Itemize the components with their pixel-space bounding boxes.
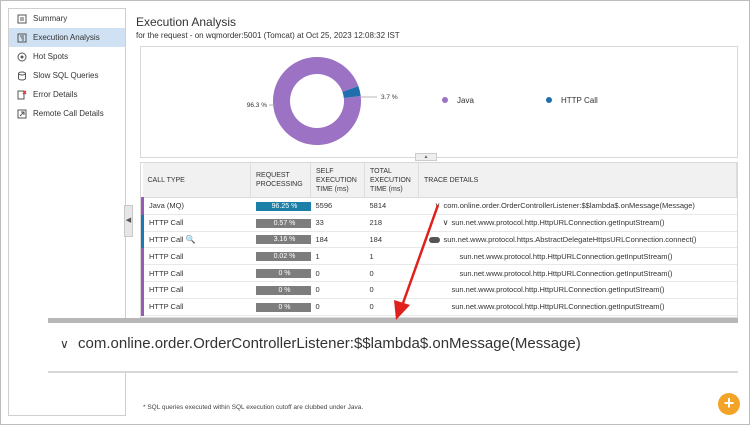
cell-call-type: HTTP Call bbox=[141, 281, 251, 299]
percent-bar: 0 % bbox=[255, 269, 311, 279]
sidebar-item-label: Error Details bbox=[33, 90, 78, 99]
cell-self-time: 0 bbox=[310, 298, 365, 316]
sidebar-item-label: Remote Call Details bbox=[33, 109, 104, 118]
cell-self-time: 184 bbox=[310, 231, 365, 249]
collapse-sidebar-button[interactable]: ◀ bbox=[124, 205, 133, 237]
zoom-trace-text: com.online.order.OrderControllerListener… bbox=[78, 335, 581, 352]
main-content: Execution Analysis for the request - on … bbox=[136, 8, 740, 414]
pie-slice-http-call[interactable] bbox=[342, 86, 361, 98]
legend-marker bbox=[546, 97, 552, 103]
page-subtitle: for the request - on wqmorder:5001 (Tomc… bbox=[136, 31, 400, 40]
table-row[interactable]: HTTP Call 🔍 3.16 % 184 184 sun.net.www.proto… bbox=[141, 231, 737, 249]
cell-trace: sun.net.www.protocol.http.HttpURLConnect… bbox=[418, 281, 737, 299]
legend-item[interactable]: Java bbox=[457, 96, 474, 105]
cell-request-processing: 3.16 % bbox=[250, 231, 311, 249]
header-trace-details: TRACE DETAILS bbox=[418, 163, 737, 198]
legend-item[interactable]: HTTP Call bbox=[561, 96, 598, 105]
cell-call-type: HTTP Call bbox=[141, 247, 251, 266]
call-table: CALL TYPE REQUEST PROCESSING SELF EXECUT… bbox=[140, 162, 738, 318]
sidebar-item-slow-sql-queries[interactable]: Slow SQL Queries bbox=[9, 66, 125, 85]
table-row[interactable]: HTTP Call 0 % 0 0 sun.net.www.protocol.http.… bbox=[141, 298, 737, 316]
pie-chart: 96.3 % 3.7 % Java HTTP Call bbox=[247, 56, 598, 145]
zoom-callout: ∨ com.online.order.OrderControllerListen… bbox=[48, 318, 738, 373]
hot-spots-icon bbox=[17, 52, 27, 62]
cell-self-time: 0 bbox=[310, 281, 365, 299]
cell-request-processing: 96.25 % bbox=[250, 197, 311, 215]
cell-trace: sun.net.www.protocol.https.AbstractDeleg… bbox=[418, 231, 737, 249]
cell-trace: sun.net.www.protocol.http.HttpURLConnect… bbox=[418, 298, 737, 316]
sidebar-item-label: Execution Analysis bbox=[33, 33, 100, 42]
header-call-type[interactable]: CALL TYPE bbox=[142, 163, 251, 198]
sidebar-item-label: Summary bbox=[33, 14, 68, 23]
chevron-down-icon[interactable]: ∨ bbox=[442, 218, 449, 228]
execution-analysis-icon bbox=[17, 33, 27, 43]
sidebar-item-remote-call-details[interactable]: Remote Call Details bbox=[9, 104, 125, 123]
cell-self-time: 5596 bbox=[310, 197, 365, 215]
sidebar-item-execution-analysis[interactable]: Execution Analysis bbox=[9, 28, 125, 47]
cell-call-type: HTTP Call bbox=[141, 264, 251, 282]
table-row[interactable]: HTTP Call 0 % 0 0 sun.net.www.protocol.http.… bbox=[141, 264, 737, 282]
database-icon bbox=[17, 71, 27, 81]
table-row[interactable]: HTTP Call 0.02 % 1 1 sun.net.www.protocol.ht… bbox=[141, 247, 737, 266]
cell-request-processing: 0 % bbox=[250, 298, 311, 316]
chart-panel: 96.3 % 3.7 % Java HTTP Call bbox=[140, 46, 738, 158]
cell-request-processing: 0.57 % bbox=[250, 214, 311, 232]
data-label-java: 96.3 % bbox=[247, 102, 267, 109]
search-icon[interactable]: 🔍 bbox=[185, 234, 196, 244]
percent-bar: 0 % bbox=[255, 302, 311, 312]
header-total-execution-time[interactable]: TOTAL EXECUTION TIME (ms) bbox=[364, 163, 419, 198]
cell-self-time: 0 bbox=[310, 264, 365, 282]
error-icon bbox=[17, 90, 27, 100]
percent-bar: 96.25 % bbox=[255, 201, 311, 211]
cell-trace: sun.net.www.protocol.http.HttpURLConnect… bbox=[418, 264, 737, 282]
sidebar-item-summary[interactable]: Summary bbox=[9, 9, 125, 28]
cell-request-processing: 0 % bbox=[250, 264, 311, 282]
cell-call-type: Java (MQ) bbox=[141, 197, 251, 215]
cell-total-time: 184 bbox=[364, 231, 419, 249]
cell-request-processing: 0.02 % bbox=[250, 247, 311, 266]
remote-call-icon bbox=[17, 109, 27, 119]
cell-total-time: 218 bbox=[364, 214, 419, 232]
table-header-row: CALL TYPE REQUEST PROCESSING SELF EXECUT… bbox=[142, 163, 737, 198]
cell-total-time: 0 bbox=[364, 264, 419, 282]
sidebar-item-label: Hot Spots bbox=[33, 52, 69, 61]
header-request-processing[interactable]: REQUEST PROCESSING bbox=[250, 163, 311, 198]
percent-bar: 3.16 % bbox=[255, 235, 311, 245]
table-row[interactable]: HTTP Call 0.57 % 33 218 ∨ sun.net.www.protoco… bbox=[141, 214, 737, 232]
pie-slice-java[interactable] bbox=[273, 56, 361, 145]
data-label-http-call: 3.7 % bbox=[381, 94, 398, 101]
percent-bar: 0.02 % bbox=[255, 252, 311, 262]
zoom-in-button[interactable]: + bbox=[718, 393, 740, 415]
header-self-execution-time[interactable]: SELF EXECUTION TIME (ms) bbox=[310, 163, 365, 198]
sidebar-item-hot-spots[interactable]: Hot Spots bbox=[9, 47, 125, 66]
footnote: * SQL queries executed within SQL execut… bbox=[143, 404, 364, 411]
table-row[interactable]: Java (MQ)96.25 %55965814∨com.online.orde… bbox=[141, 197, 737, 215]
cloud-icon bbox=[428, 237, 440, 243]
sidebar-item-label: Slow SQL Queries bbox=[33, 71, 99, 80]
percent-bar: 0.57 % bbox=[255, 218, 311, 228]
cell-call-type: HTTP Call bbox=[141, 298, 251, 316]
chevron-down-icon: ∨ bbox=[60, 337, 69, 351]
cell-total-time: 5814 bbox=[364, 197, 419, 215]
legend-marker bbox=[442, 97, 448, 103]
cell-total-time: 1 bbox=[364, 247, 419, 266]
cell-trace: sun.net.www.protocol.http.HttpURLConnect… bbox=[418, 247, 737, 266]
cell-call-type: HTTP Call bbox=[141, 214, 251, 232]
cell-total-time: 0 bbox=[364, 298, 419, 316]
cell-request-processing: 0 % bbox=[250, 281, 311, 299]
cell-call-type: HTTP Call 🔍 bbox=[141, 231, 251, 249]
sidebar-item-error-details[interactable]: Error Details bbox=[9, 85, 125, 104]
cell-self-time: 33 bbox=[310, 214, 365, 232]
cell-trace: ∨ sun.net.www.protocol.http.HttpURLConnec… bbox=[418, 214, 737, 232]
cell-self-time: 1 bbox=[310, 247, 365, 266]
summary-icon bbox=[17, 14, 27, 24]
percent-bar: 0 % bbox=[255, 285, 311, 295]
resize-handle[interactable]: ▲ bbox=[415, 153, 437, 161]
page-title: Execution Analysis bbox=[136, 15, 237, 29]
